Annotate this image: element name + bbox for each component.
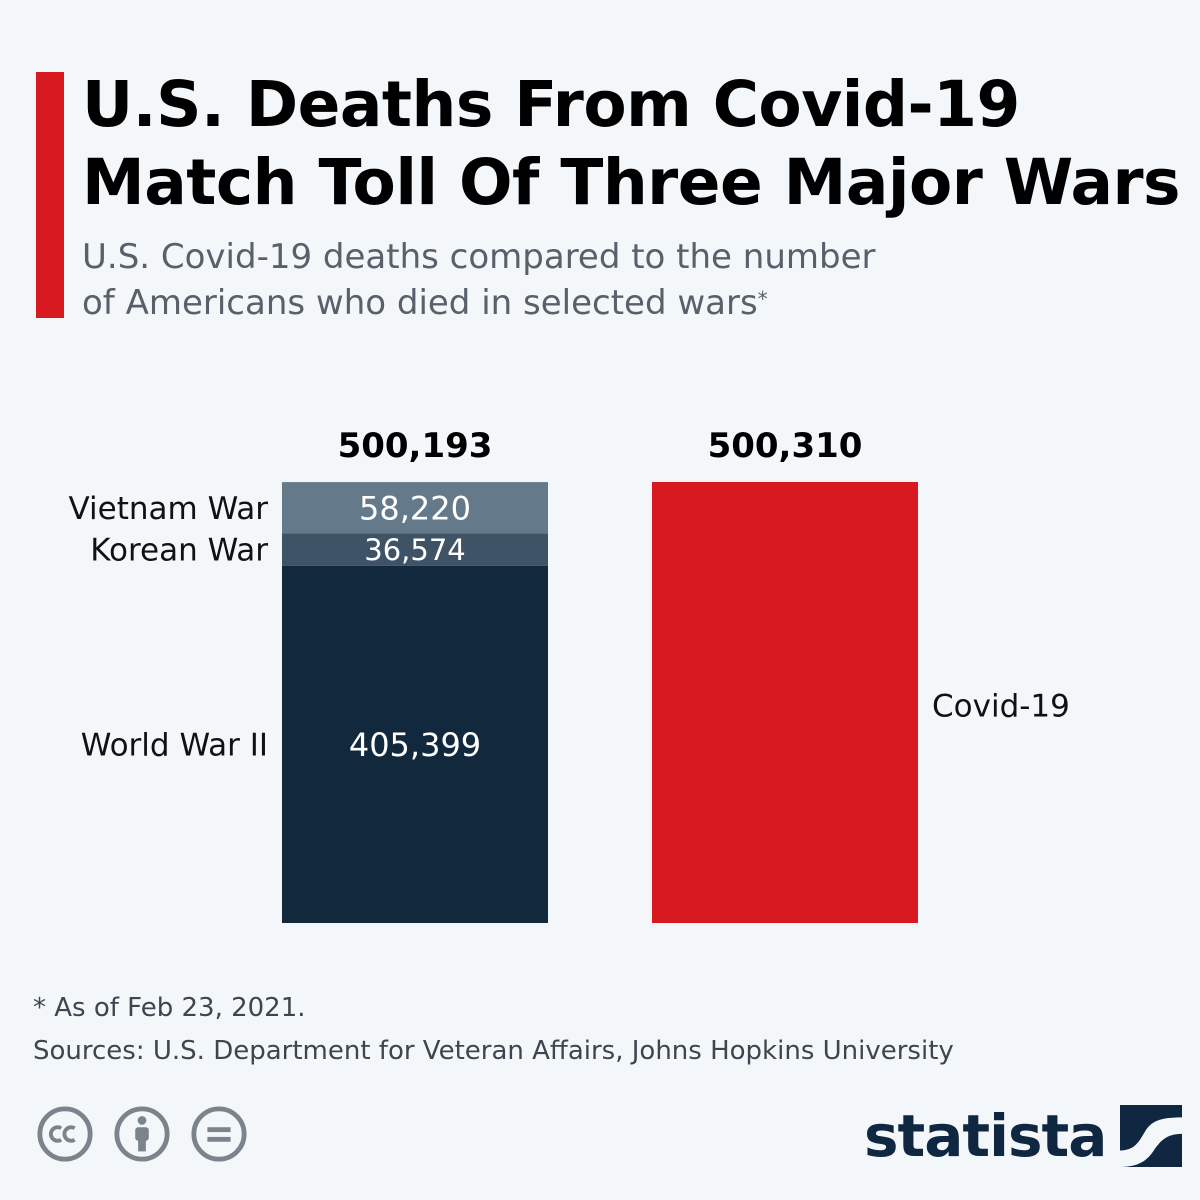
chart-title: U.S. Deaths From Covid-19 Match Toll Of … [82,66,1182,222]
bar-segment-korean-war [282,533,548,566]
statista-logo: statista [864,1096,1183,1176]
brand-wordmark: statista [864,1102,1107,1170]
value-label-vietnam-war: 58,220 [359,489,471,527]
statista-mark-icon [1120,1105,1183,1167]
no-derivatives-icon[interactable] [190,1105,248,1163]
category-label-korean-war: Korean War [90,533,268,569]
title-accent-bar [36,72,64,318]
category-label-covid-19: Covid-19 [932,689,1070,725]
attribution-icon[interactable] [113,1105,171,1163]
title-line-2: Match Toll Of Three Major Wars [82,146,1181,219]
bar-total-label-2: 500,310 [708,426,863,466]
title-line-1: U.S. Deaths From Covid-19 [82,68,1020,141]
bar-total-label-1: 500,193 [338,426,493,466]
value-label-korean-war: 36,574 [364,533,465,567]
value-label-world-war-ii: 405,399 [349,726,481,764]
subtitle-line-2-text: of Americans who died in selected wars [82,283,758,323]
footnote: * As of Feb 23, 2021. [33,993,306,1023]
subtitle-footnote-marker: * [757,287,768,311]
bar-segment-world-war-ii [282,565,548,923]
sources-note: Sources: U.S. Department for Veteran Aff… [33,1036,954,1066]
creative-commons-icon[interactable] [36,1105,94,1163]
license-icons [36,1105,262,1165]
bar-segment-vietnam-war [282,482,548,534]
bar-segment-covid-19 [652,482,918,923]
subtitle-line-2: of Americans who died in selected wars* [82,280,1082,326]
category-label-vietnam-war: Vietnam War [69,491,269,527]
category-label-world-war-ii: World War II [81,727,268,763]
subtitle-line-1: U.S. Covid-19 deaths compared to the num… [82,237,876,277]
chart-subtitle: U.S. Covid-19 deaths compared to the num… [82,234,1082,326]
